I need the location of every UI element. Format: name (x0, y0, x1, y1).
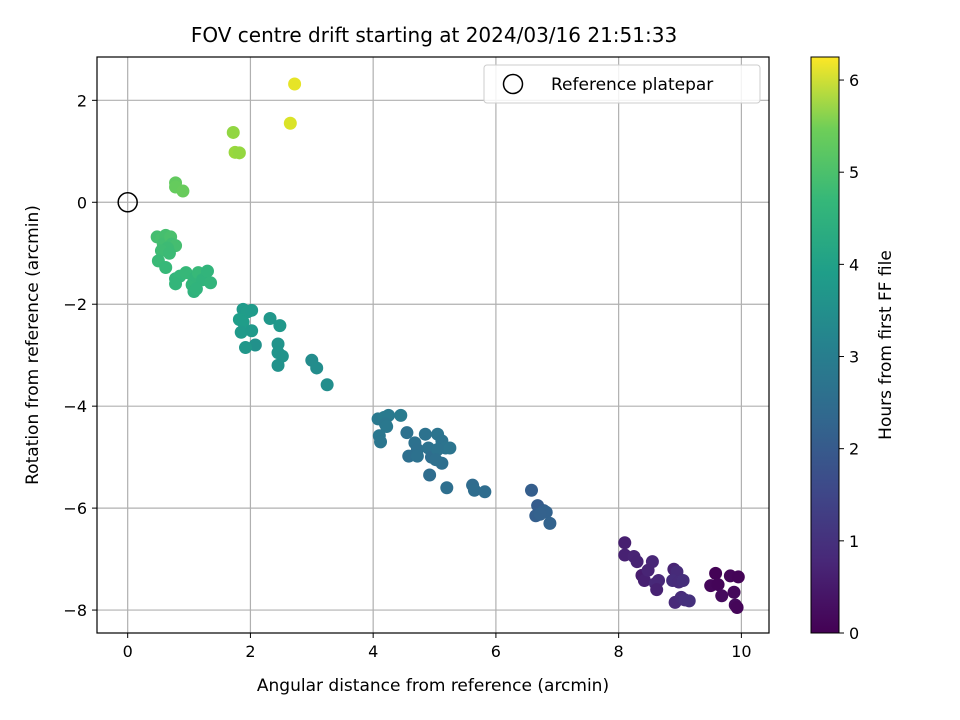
scatter-point (524, 483, 538, 497)
scatter-point (176, 184, 190, 198)
scatter-point (543, 516, 557, 530)
scatter-point (394, 408, 408, 422)
legend: Reference platepar (483, 64, 761, 104)
scatter-point (234, 325, 248, 339)
x-tick-label: 6 (491, 642, 501, 661)
scatter-point (478, 485, 492, 499)
y-tick-label: −6 (63, 499, 87, 518)
scatter-point (637, 573, 651, 587)
scatter-point (245, 324, 259, 338)
scatter-point (630, 555, 644, 569)
scatter-point (467, 483, 481, 497)
scatter-point (288, 77, 302, 91)
y-tick-label: 0 (77, 193, 87, 212)
scatter-point (423, 468, 437, 482)
scatter-point (650, 583, 664, 597)
scatter-point (400, 426, 414, 440)
scatter-point (731, 570, 745, 584)
scatter-points (150, 77, 745, 615)
chart-title: FOV centre drift starting at 2024/03/16 … (191, 23, 677, 47)
x-axis-title: Angular distance from reference (arcmin) (257, 676, 609, 696)
legend-marker (502, 73, 524, 95)
colorbar-tick-label: 6 (849, 71, 859, 90)
scatter-point (200, 264, 214, 278)
scatter-point (239, 341, 253, 355)
colorbar-tick-label: 3 (849, 348, 859, 367)
scatter-point (162, 246, 176, 260)
scatter-point (169, 277, 183, 291)
y-tick-label: −4 (63, 397, 87, 416)
y-tick-label: −2 (63, 295, 87, 314)
scatter-point (310, 361, 324, 375)
colorbar-ticks: 0 1 2 3 4 5 6 (839, 71, 859, 643)
scatter-point (245, 303, 259, 317)
scatter-point (263, 311, 277, 325)
legend-label: Reference platepar (551, 75, 713, 95)
scatter-point (676, 573, 690, 587)
colorbar-tick-label: 2 (849, 440, 859, 459)
x-tick-label: 8 (614, 642, 624, 661)
scatter-point (232, 146, 246, 160)
scatter-point (440, 481, 454, 495)
y-axis-title: Rotation from reference (arcmin) (23, 205, 43, 485)
scatter-point (682, 594, 696, 608)
x-tick-label: 0 (123, 642, 133, 661)
y-ticks: 2 0 −2 −4 −6 −8 (63, 91, 97, 620)
legend-box (483, 64, 761, 104)
colorbar: 0 1 2 3 4 5 6 Hours from first FF file (810, 56, 896, 643)
colorbar-tick-label: 1 (849, 532, 859, 551)
scatter-point (374, 435, 388, 449)
x-tick-label: 2 (245, 642, 255, 661)
grid-lines (97, 57, 769, 633)
plot-frame (96, 56, 770, 634)
scatter-point (226, 125, 240, 139)
colorbar-gradient (810, 56, 840, 634)
scatter-point (711, 578, 725, 592)
scatter-point (159, 261, 173, 275)
scatter-point (429, 453, 443, 467)
scatter-point (271, 358, 285, 372)
scatter-point (641, 563, 655, 577)
scatter-point (189, 282, 203, 296)
scatter-point (283, 116, 297, 130)
colorbar-tick-label: 0 (849, 624, 859, 643)
reference-marker (117, 192, 138, 213)
scatter-point (410, 449, 424, 463)
x-tick-label: 10 (731, 642, 751, 661)
colorbar-tick-label: 5 (849, 163, 859, 182)
scatter-point (320, 378, 334, 392)
colorbar-label: Hours from first FF file (876, 250, 896, 440)
scatter-point (380, 420, 394, 434)
scatter-point (533, 507, 547, 521)
x-ticks: 0 2 4 6 8 10 (123, 633, 752, 661)
scatter-point (727, 585, 741, 599)
scatter-point (431, 442, 445, 456)
scatter-point (443, 441, 457, 455)
y-tick-label: 2 (77, 91, 87, 110)
scatter-point (204, 276, 218, 290)
scatter-point (248, 338, 262, 352)
scatter-point (236, 315, 250, 329)
scatter-point (715, 589, 729, 603)
scatter-point (273, 319, 287, 333)
scatter-point (709, 566, 723, 580)
scatter-point (618, 536, 632, 550)
scatter-point (730, 601, 744, 615)
colorbar-tick-label: 4 (849, 255, 859, 274)
scatter-point (418, 427, 432, 441)
x-tick-label: 4 (368, 642, 378, 661)
y-tick-label: −8 (63, 601, 87, 620)
